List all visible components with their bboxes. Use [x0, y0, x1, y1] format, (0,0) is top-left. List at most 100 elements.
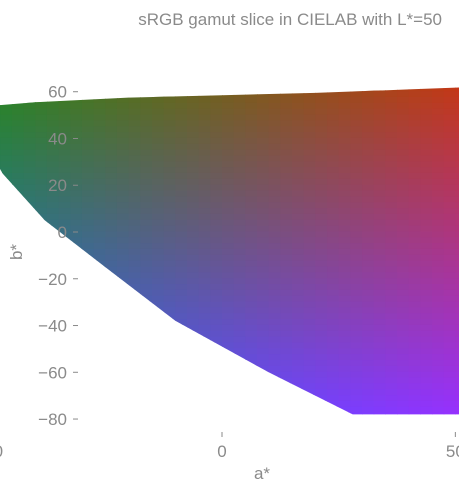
gamut-cell	[23, 406, 36, 413]
gamut-cell	[268, 277, 281, 285]
gamut-cell	[187, 359, 200, 366]
gamut-cell	[257, 242, 270, 249]
gamut-cell	[397, 149, 410, 156]
gamut-cell	[362, 394, 375, 401]
gamut-cell	[373, 289, 386, 296]
gamut-cell	[455, 189, 459, 197]
gamut-cell	[292, 207, 305, 214]
gamut-cell	[175, 289, 188, 296]
gamut-cell	[303, 254, 316, 261]
gamut-cell	[443, 149, 456, 156]
gamut-cell	[58, 201, 71, 209]
gamut-cell	[198, 271, 211, 279]
gamut-cell	[23, 341, 36, 349]
gamut-cell	[373, 324, 386, 331]
gamut-cell	[0, 336, 13, 343]
gamut-cell	[187, 236, 200, 244]
gamut-cell	[327, 382, 340, 390]
gamut-cell	[187, 376, 200, 384]
gamut-cell	[81, 318, 95, 325]
gamut-cell	[327, 283, 340, 290]
gamut-cell	[245, 260, 258, 267]
gamut-cell	[105, 166, 118, 173]
gamut-cell	[163, 271, 176, 279]
gamut-cell	[198, 166, 211, 173]
gamut-cell	[198, 277, 211, 285]
gamut-cell	[373, 224, 386, 232]
gamut-cell	[116, 230, 130, 238]
gamut-cell	[46, 400, 60, 407]
gamut-cell	[116, 143, 130, 150]
gamut-cell	[70, 82, 83, 86]
gamut-cell	[362, 149, 375, 156]
gamut-cell	[315, 248, 328, 255]
gamut-cell	[70, 160, 83, 168]
gamut-cell	[116, 376, 130, 384]
gamut-cell	[105, 353, 118, 361]
gamut-cell	[268, 184, 281, 191]
gamut-cell	[0, 277, 13, 285]
gamut-cell	[432, 353, 445, 361]
gamut-cell	[70, 318, 83, 325]
gamut-cell	[128, 265, 141, 273]
gamut-cell	[70, 172, 83, 179]
gamut-cell	[187, 248, 200, 255]
gamut-cell	[327, 353, 340, 361]
gamut-cell	[408, 306, 421, 314]
gamut-cell	[187, 406, 200, 413]
gamut-cell	[245, 400, 258, 407]
gamut-cell	[59, 73, 71, 79]
gamut-cell	[163, 125, 176, 133]
gamut-cell	[338, 388, 351, 396]
gamut-cell	[315, 289, 328, 296]
gamut-cell	[198, 318, 211, 325]
gamut-cell	[257, 195, 270, 203]
gamut-cell	[198, 376, 211, 384]
gamut-cell	[70, 166, 83, 173]
gamut-cell	[327, 73, 339, 79]
gamut-cell	[81, 108, 95, 115]
gamut-cell	[187, 131, 200, 138]
gamut-cell	[0, 207, 1, 214]
gamut-cell	[257, 172, 270, 179]
gamut-cell	[373, 277, 386, 285]
gamut-cell	[187, 160, 200, 168]
gamut-cell	[128, 371, 141, 378]
gamut-cell	[210, 96, 223, 103]
gamut-cell	[315, 388, 328, 396]
gamut-cell	[0, 108, 13, 115]
gamut-cell	[420, 172, 433, 179]
gamut-cell	[303, 341, 316, 349]
gamut-cell	[245, 125, 258, 133]
gamut-cell	[93, 318, 106, 325]
gamut-cell	[152, 330, 165, 337]
gamut-cell	[362, 119, 375, 127]
gamut-cell	[116, 365, 130, 372]
gamut-cell	[198, 260, 211, 267]
gamut-cell	[408, 260, 421, 267]
gamut-cell	[233, 400, 246, 407]
gamut-cell	[152, 154, 165, 162]
gamut-cell	[233, 353, 246, 361]
gamut-cell	[408, 184, 421, 191]
gamut-cell	[11, 271, 25, 279]
gamut-cell	[93, 102, 106, 109]
gamut-cell	[116, 406, 130, 413]
gamut-cell	[81, 283, 95, 290]
gamut-cell	[187, 265, 200, 273]
gamut-cell	[116, 283, 130, 290]
gamut-cell	[23, 236, 36, 244]
gamut-cell	[222, 318, 235, 325]
gamut-cell	[292, 406, 305, 413]
gamut-cell	[362, 195, 375, 203]
gamut-cell	[350, 84, 363, 92]
gamut-cell	[0, 336, 1, 343]
gamut-cell	[128, 318, 141, 325]
gamut-cell	[198, 102, 211, 109]
gamut-cell	[198, 347, 211, 355]
gamut-cell	[175, 394, 188, 401]
gamut-cell	[11, 306, 25, 314]
gamut-cell	[455, 300, 459, 308]
gamut-cell	[11, 131, 25, 138]
